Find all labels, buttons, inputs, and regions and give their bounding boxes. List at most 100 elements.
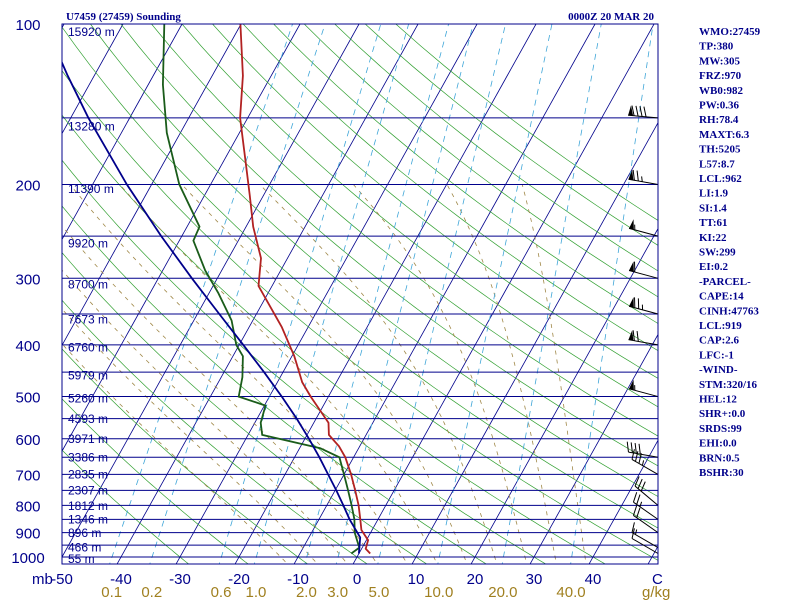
mixing-ratio-line — [335, 24, 474, 564]
wind-barb — [628, 261, 659, 279]
moist-adiabat-line — [119, 184, 438, 564]
isotherm-line — [62, 24, 124, 135]
wind-barb-half — [634, 529, 638, 535]
wind-barb-full — [636, 507, 641, 518]
wind-barb-shaft — [628, 339, 659, 346]
index-entry: RH:78.4 — [699, 114, 739, 126]
isotherm-line — [529, 333, 658, 564]
wind-barb-full — [635, 105, 639, 117]
wind-barb-full — [626, 441, 629, 453]
wind-barb-full — [631, 449, 635, 460]
index-entry: BRN:0.5 — [699, 452, 740, 464]
wind-barb — [632, 492, 659, 520]
dry-adiabat-line — [212, 24, 658, 379]
dry-adiabat-line — [62, 159, 547, 564]
wind-barb-flag — [629, 379, 634, 391]
mixing-ratio-unit-label: g/kg — [642, 584, 670, 600]
mixing-ratio-line — [109, 24, 293, 564]
moist-adiabat-line — [69, 184, 408, 564]
index-entry: MAXT:6.3 — [699, 129, 750, 141]
height-label: 9920 m — [68, 236, 108, 250]
pressure-tick-label: 400 — [15, 338, 40, 355]
dry-adiabat-line — [62, 348, 309, 564]
mixing-ratio-tick-label: 1.0 — [246, 584, 267, 600]
pressure-tick-label: 500 — [15, 390, 40, 407]
pressure-axis-labels: 100 200 300 400 500 600 700 800 900 1000 — [11, 17, 44, 567]
wind-barb — [628, 105, 659, 119]
pressure-tick-label: 200 — [15, 177, 40, 194]
temperature-unit-label: C — [652, 571, 663, 588]
dry-adiabat-line — [364, 24, 658, 246]
wind-barb-full — [632, 492, 638, 503]
height-label: 896 m — [68, 526, 101, 540]
wind-barb — [628, 297, 659, 315]
height-label: 1812 m — [68, 499, 108, 513]
temperature-tick-label: 40 — [585, 571, 602, 588]
mixing-ratio-tick-label: 0.2 — [141, 584, 162, 600]
index-entry: LFC:-1 — [699, 349, 734, 361]
index-entry: CAP:2.6 — [699, 335, 740, 347]
temperature-tick-label: 20 — [467, 571, 484, 588]
dry-adiabat-lines — [62, 24, 658, 564]
index-entry: L57:8.7 — [699, 158, 735, 170]
index-entry: LCL:919 — [699, 320, 742, 332]
height-label: 2307 m — [68, 483, 108, 497]
mixing-ratio-tick-label: 2.0 — [296, 584, 317, 600]
pressure-tick-label: 100 — [15, 17, 40, 34]
index-entry: TH:5205 — [699, 144, 741, 156]
index-entry: EHI:0.0 — [699, 438, 737, 450]
height-label: 3971 m — [68, 432, 108, 446]
index-entry: HEL:12 — [699, 394, 737, 406]
index-entry: SHR+:0.0 — [699, 408, 746, 420]
isotherm-line — [62, 24, 65, 29]
mixing-ratio-tick-label: 40.0 — [556, 584, 585, 600]
height-label: 1346 m — [68, 513, 108, 527]
height-label: 4593 m — [68, 412, 108, 426]
mixing-ratio-line — [218, 24, 382, 564]
height-label: 7673 m — [68, 313, 108, 327]
height-label: 55 m — [68, 552, 95, 566]
dewpoint-trace — [161, 24, 361, 555]
dry-adiabat-line — [62, 398, 249, 564]
wind-barb — [634, 476, 659, 506]
pressure-tick-label: 600 — [15, 432, 40, 449]
index-entry: FRZ:970 — [699, 70, 742, 82]
index-entry: SRDS:99 — [699, 423, 742, 435]
height-label: 466 m — [68, 540, 101, 554]
dry-adiabat-line — [120, 24, 658, 467]
isotherm-line — [62, 24, 183, 241]
index-entry: STM:320/16 — [699, 379, 758, 391]
mixing-ratio-tick-label: 3.0 — [327, 584, 348, 600]
wind-barb-shaft — [631, 532, 659, 548]
index-entry: TT:61 — [699, 217, 728, 229]
moist-adiabat-line — [521, 184, 587, 564]
index-entry: SW:299 — [699, 247, 736, 259]
wind-barb-full — [634, 443, 637, 454]
dry-adiabat-line — [62, 70, 658, 561]
temperature-tick-label: 0 — [353, 571, 361, 588]
wind-barb-half — [641, 176, 643, 182]
wind-barb-full — [634, 451, 639, 462]
wind-barb-full — [630, 442, 633, 453]
wind-barb — [628, 219, 659, 237]
isotherm-lines — [62, 24, 658, 564]
height-label: 5260 m — [68, 391, 108, 405]
index-entry: CAPE:14 — [699, 291, 744, 303]
index-entry: EI:0.2 — [699, 261, 729, 273]
pressure-unit-label: mb — [32, 571, 53, 588]
temperature-tick-label: -40 — [110, 571, 132, 588]
isotherm-line — [588, 439, 658, 564]
height-label: 2835 m — [68, 467, 108, 481]
stability-indices: WMO:27459 TP:380 MW:305 FRZ:970 WB0:982 PW:0.… — [699, 26, 761, 479]
isotherm-line — [62, 24, 301, 452]
mixing-ratio-line — [570, 24, 654, 564]
wind-barb-flag — [629, 261, 634, 272]
index-entry: KI:22 — [699, 232, 727, 244]
mixing-ratio-line — [437, 24, 553, 564]
parcel-trace — [62, 60, 362, 554]
isotherm-line — [175, 24, 478, 564]
mixing-ratio-tick-label: 0.1 — [101, 584, 122, 600]
dry-adiabat-line — [62, 299, 368, 564]
